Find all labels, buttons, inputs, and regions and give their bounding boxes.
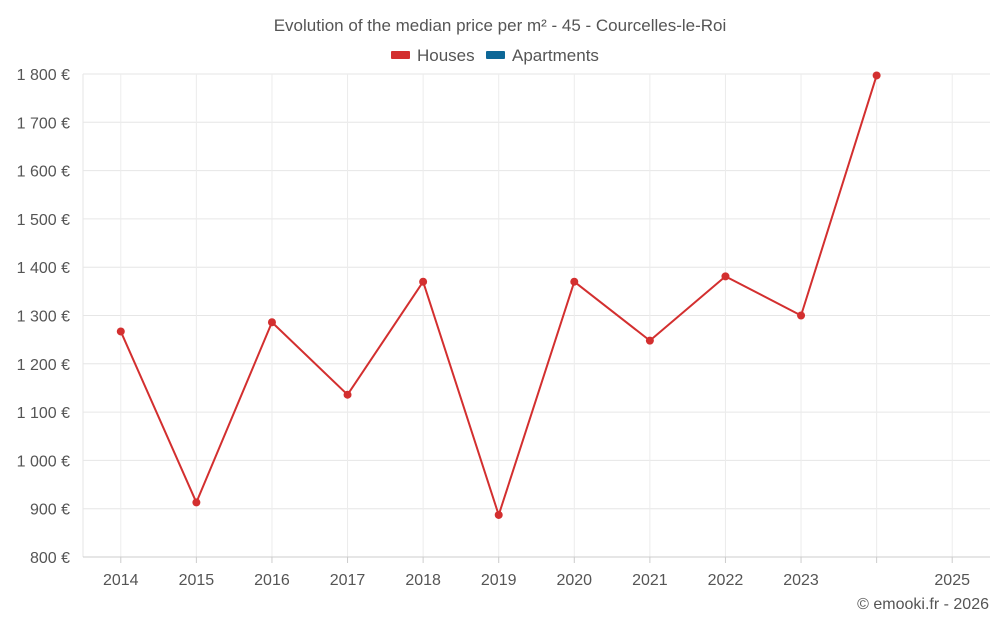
data-point-houses[interactable] [192, 498, 201, 507]
credit-text: © emooki.fr - 2026 [857, 596, 989, 613]
y-tick-label: 1 400 € [17, 260, 70, 277]
plot-area [116, 71, 881, 519]
data-point-houses[interactable] [645, 336, 654, 345]
legend-label-apartments: Apartments [512, 46, 599, 65]
y-tick-label: 1 300 € [17, 309, 70, 326]
x-tick-label: 2017 [330, 572, 366, 589]
y-axis: 800 € 900 € 1 000 € 1 100 € 1 200 € 1 300 € 1 … [17, 67, 84, 567]
legend-item-houses[interactable]: Houses [391, 46, 475, 65]
data-point-houses[interactable] [494, 510, 503, 519]
x-tick-label: 2014 [103, 572, 139, 589]
data-point-houses[interactable] [419, 277, 428, 286]
y-tick-label: 1 700 € [17, 115, 70, 132]
x-tick-label: 2015 [179, 572, 215, 589]
gridlines [83, 73, 990, 558]
x-tick-label: 2018 [405, 572, 441, 589]
y-tick-label: 1 200 € [17, 357, 70, 374]
data-point-houses[interactable] [267, 318, 276, 327]
x-tick-label: 2025 [934, 572, 970, 589]
chart-title: Evolution of the median price per m² - 4… [274, 16, 727, 35]
data-point-houses[interactable] [721, 272, 730, 281]
x-tick-label: 2023 [783, 572, 819, 589]
legend-label-houses: Houses [417, 46, 475, 65]
data-point-houses[interactable] [116, 327, 125, 336]
x-axis: 2014 2015 2016 2017 2018 2019 2020 2021 2022 2023… [83, 556, 990, 589]
x-tick-label: 2020 [556, 572, 592, 589]
y-tick-label: 900 € [30, 502, 70, 519]
data-point-houses[interactable] [872, 71, 881, 80]
legend-swatch-apartments [486, 51, 505, 59]
x-tick-label: 2022 [708, 572, 744, 589]
data-point-houses[interactable] [797, 311, 806, 320]
y-tick-label: 1 800 € [17, 67, 70, 84]
y-tick-label: 1 000 € [17, 453, 70, 470]
x-tick-label: 2019 [481, 572, 517, 589]
data-point-houses[interactable] [343, 390, 352, 399]
x-tick-label: 2021 [632, 572, 668, 589]
data-point-houses[interactable] [570, 277, 579, 286]
y-tick-label: 1 600 € [17, 164, 70, 181]
y-tick-label: 1 100 € [17, 405, 70, 422]
legend: Houses Apartments [391, 46, 599, 65]
y-tick-label: 800 € [30, 550, 70, 567]
legend-swatch-houses [391, 51, 410, 59]
y-tick-label: 1 500 € [17, 212, 70, 229]
x-tick-label: 2016 [254, 572, 290, 589]
legend-item-apartments[interactable]: Apartments [486, 46, 599, 65]
